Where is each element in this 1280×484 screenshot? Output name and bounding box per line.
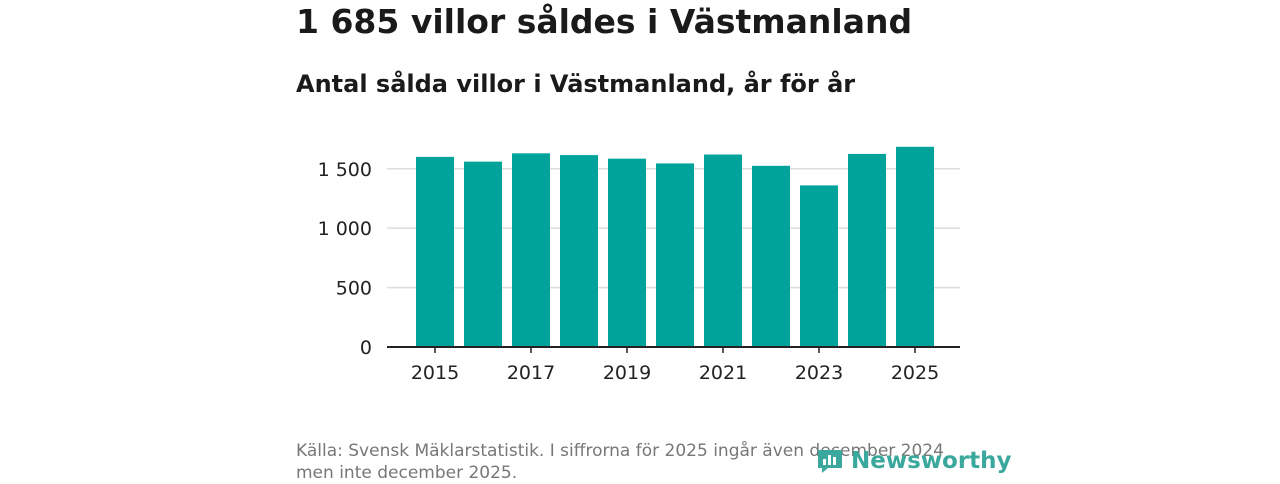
x-tick-label: 2021 (699, 362, 747, 384)
y-tick-label: 1 500 (318, 159, 372, 181)
bar-2024[interactable] (848, 153, 886, 347)
bar-2022[interactable] (752, 165, 790, 347)
y-tick-label: 1 000 (318, 218, 372, 240)
x-tick-label: 2023 (795, 362, 843, 384)
y-tick-label: 0 (360, 337, 372, 359)
newsworthy-logo-icon (818, 450, 842, 473)
x-tick-label: 2019 (603, 362, 651, 384)
x-tick-label: 2015 (411, 362, 459, 384)
bar-2021[interactable] (704, 154, 742, 347)
newsworthy-logo[interactable]: Newsworthy (815, 444, 1012, 478)
bar-2020[interactable] (656, 163, 694, 347)
chart-subtitle: Antal sålda villor i Västmanland, år för… (296, 70, 856, 98)
bar-2016[interactable] (464, 161, 502, 347)
bar-2018[interactable] (560, 155, 598, 347)
newsworthy-logo-text: Newsworthy (851, 448, 1012, 474)
y-tick-label: 500 (336, 278, 372, 300)
x-tick-label: 2017 (507, 362, 555, 384)
x-tick-label: 2025 (891, 362, 939, 384)
bar-chart: 0 500 1 000 1 500 2015 2017 2019 2021 2023 2025 (318, 146, 960, 384)
chart-title: 1 685 villor såldes i Västmanland (296, 2, 913, 41)
axis-layer: 0 500 1 000 1 500 2015 2017 2019 2021 2023 2025 (318, 159, 960, 384)
source-note: Källa: Svensk Mäklarstatistik. I siffror… (296, 441, 944, 483)
bar-2019[interactable] (608, 158, 646, 347)
bar-2025[interactable] (896, 146, 934, 347)
bar-2015[interactable] (416, 156, 454, 347)
bar-2023[interactable] (800, 185, 838, 347)
bar-2017[interactable] (512, 153, 550, 347)
bar-layer (416, 146, 934, 347)
